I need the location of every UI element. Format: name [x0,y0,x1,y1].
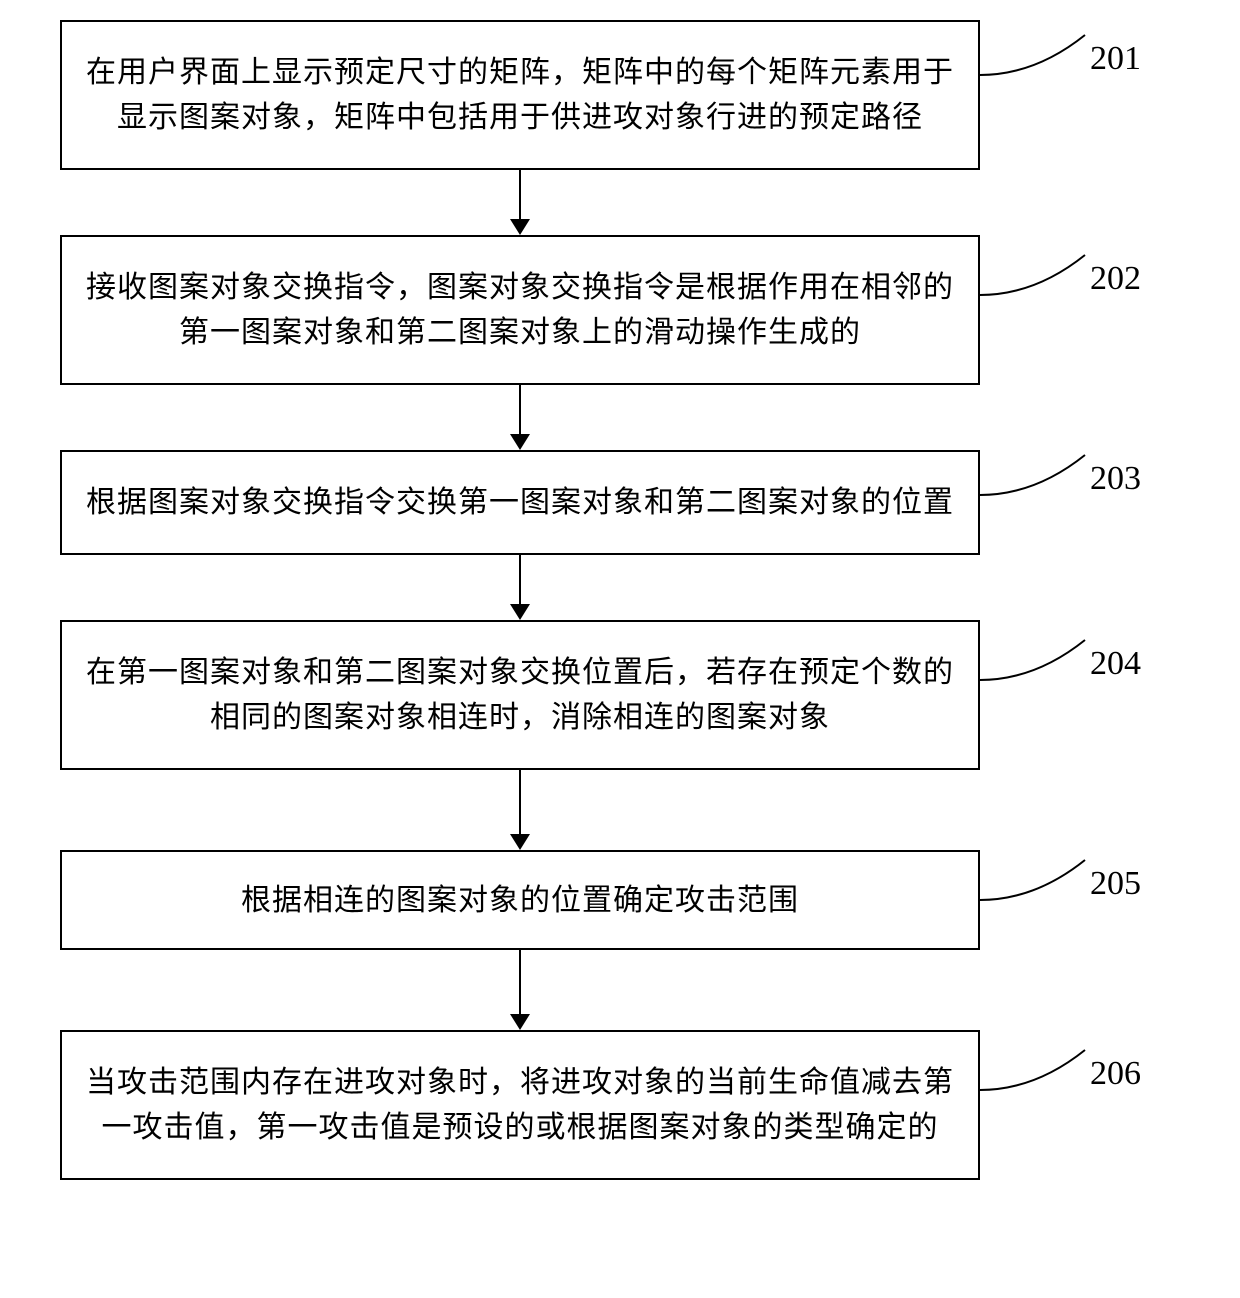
node-text: 接收图案对象交换指令，图案对象交换指令是根据作用在相邻的第一图案对象和第二图案对… [82,265,958,355]
arrow-head-5-6 [510,1014,530,1030]
node-text: 当攻击范围内存在进攻对象时，将进攻对象的当前生命值减去第一攻击值，第一攻击值是预… [82,1060,958,1150]
label-connector-3 [980,450,1090,500]
step-label-5: 205 [1090,865,1141,903]
step-label-6: 206 [1090,1055,1141,1093]
arrow-head-1-2 [510,219,530,235]
arrow-head-3-4 [510,604,530,620]
flowchart-canvas: 在用户界面上显示预定尺寸的矩阵，矩阵中的每个矩阵元素用于显示图案对象，矩阵中包括… [0,0,1240,1298]
arrow-4-5 [519,770,521,834]
node-text: 根据图案对象交换指令交换第一图案对象和第二图案对象的位置 [86,480,954,525]
label-connector-6 [980,1045,1090,1095]
label-connector-1 [980,30,1090,80]
node-text: 在第一图案对象和第二图案对象交换位置后，若存在预定个数的相同的图案对象相连时，消… [82,650,958,740]
step-label-1: 201 [1090,40,1141,78]
label-connector-2 [980,250,1090,300]
node-text: 在用户界面上显示预定尺寸的矩阵，矩阵中的每个矩阵元素用于显示图案对象，矩阵中包括… [82,50,958,140]
step-label-3: 203 [1090,460,1141,498]
arrow-3-4 [519,555,521,604]
node-text: 根据相连的图案对象的位置确定攻击范围 [241,878,799,923]
flow-node-1: 在用户界面上显示预定尺寸的矩阵，矩阵中的每个矩阵元素用于显示图案对象，矩阵中包括… [60,20,980,170]
flow-node-6: 当攻击范围内存在进攻对象时，将进攻对象的当前生命值减去第一攻击值，第一攻击值是预… [60,1030,980,1180]
arrow-head-4-5 [510,834,530,850]
flow-node-4: 在第一图案对象和第二图案对象交换位置后，若存在预定个数的相同的图案对象相连时，消… [60,620,980,770]
arrow-5-6 [519,950,521,1014]
flow-node-2: 接收图案对象交换指令，图案对象交换指令是根据作用在相邻的第一图案对象和第二图案对… [60,235,980,385]
step-label-2: 202 [1090,260,1141,298]
label-connector-5 [980,855,1090,905]
arrow-2-3 [519,385,521,434]
label-connector-4 [980,635,1090,685]
arrow-1-2 [519,170,521,219]
step-label-4: 204 [1090,645,1141,683]
arrow-head-2-3 [510,434,530,450]
flow-node-5: 根据相连的图案对象的位置确定攻击范围 [60,850,980,950]
flow-node-3: 根据图案对象交换指令交换第一图案对象和第二图案对象的位置 [60,450,980,555]
